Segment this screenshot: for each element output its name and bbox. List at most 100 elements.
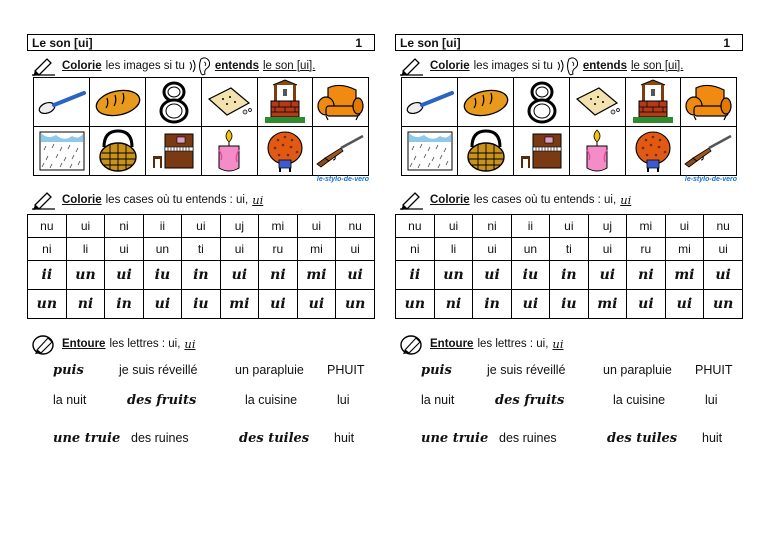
picture-cell[interactable] [200,77,258,127]
syllable-cell[interactable]: mi [626,214,666,238]
syllable-cell[interactable]: ui [181,214,221,238]
picture-cell[interactable] [89,126,147,176]
syllable-cell[interactable]: in [549,260,589,290]
picture-cell[interactable] [400,77,459,127]
picture-cell[interactable] [400,126,459,176]
picture-cell[interactable] [568,77,626,127]
syllable-cell[interactable]: in [181,260,221,290]
syllable-cell[interactable]: iu [142,260,183,290]
syllable-cell[interactable]: in [104,289,144,319]
syllable-cell[interactable]: ui [587,260,628,290]
picture-cell[interactable] [89,77,147,127]
word-item[interactable]: des tuiles [239,431,310,446]
word-item[interactable]: un parapluie [235,363,304,377]
syllable-cell[interactable]: un [142,237,183,261]
syllable-cell[interactable]: ru [626,237,666,261]
syllable-cell[interactable]: ui [433,214,474,238]
syllable-cell[interactable]: li [65,237,106,261]
picture-cell[interactable] [200,126,258,176]
syllable-cell[interactable]: ui [587,237,628,261]
word-item[interactable]: la cuisine [613,393,666,407]
word-item[interactable]: des fruits [495,393,565,408]
syllable-cell[interactable]: ui [703,237,743,261]
picture-cell[interactable] [624,77,681,127]
syllable-cell[interactable]: uj [219,214,260,238]
picture-cell[interactable] [145,126,202,176]
syllable-cell[interactable]: ui [664,289,705,319]
word-item[interactable]: huit [334,431,355,445]
syllable-cell[interactable]: ui [219,260,260,290]
syllable-cell[interactable]: un [65,260,106,290]
syllable-cell[interactable]: nu [395,214,435,238]
syllable-cell[interactable]: mi [219,289,260,319]
syllable-cell[interactable]: ni [433,289,474,319]
word-item[interactable]: je suis réveillé [487,363,566,377]
syllable-cell[interactable]: ui [510,289,551,319]
picture-cell[interactable] [679,126,738,176]
picture-cell[interactable] [32,126,91,176]
syllable-cell[interactable]: ii [27,260,67,290]
word-item[interactable]: puis [421,363,452,378]
syllable-cell[interactable]: ui [65,214,106,238]
word-item[interactable]: la nuit [421,393,455,407]
syllable-cell[interactable]: li [433,237,474,261]
word-item[interactable]: des ruines [499,431,557,445]
syllable-cell[interactable]: mi [664,260,705,290]
syllable-cell[interactable]: ni [65,289,106,319]
word-item[interactable]: des fruits [127,393,197,408]
syllable-cell[interactable]: ui [703,260,743,290]
syllable-cell[interactable]: ni [104,214,144,238]
syllable-cell[interactable]: ti [549,237,589,261]
word-item[interactable]: puis [53,363,84,378]
picture-cell[interactable] [624,126,681,176]
syllable-cell[interactable]: un [395,289,435,319]
syllable-cell[interactable]: ui [296,289,337,319]
syllable-cell[interactable]: ni [258,260,298,290]
picture-cell[interactable] [256,126,313,176]
syllable-cell[interactable]: iu [549,289,589,319]
word-item[interactable]: des ruines [131,431,189,445]
word-item[interactable]: une truie [421,431,489,446]
syllable-cell[interactable]: iu [510,260,551,290]
syllable-cell[interactable]: un [433,260,474,290]
syllable-cell[interactable]: ui [335,237,375,261]
syllable-cell[interactable]: nu [703,214,743,238]
syllable-cell[interactable]: mi [587,289,628,319]
word-item[interactable]: je suis réveillé [119,363,198,377]
syllable-cell[interactable]: ui [104,237,144,261]
word-item[interactable]: la nuit [53,393,87,407]
word-item[interactable]: PHUIT [327,363,365,377]
syllable-cell[interactable]: ti [181,237,221,261]
syllable-cell[interactable]: ni [27,237,67,261]
picture-cell[interactable] [568,126,626,176]
picture-cell[interactable] [457,77,515,127]
syllable-cell[interactable]: ii [510,214,551,238]
syllable-cell[interactable]: ui [142,289,183,319]
word-item[interactable]: la cuisine [245,393,298,407]
syllable-cell[interactable]: ui [335,260,375,290]
syllable-cell[interactable]: ui [104,260,144,290]
syllable-cell[interactable]: mi [296,260,337,290]
syllable-cell[interactable]: un [27,289,67,319]
syllable-cell[interactable]: un [335,289,375,319]
syllable-cell[interactable]: mi [258,214,298,238]
syllable-cell[interactable]: nu [335,214,375,238]
syllable-cell[interactable]: ni [395,237,435,261]
word-item[interactable]: PHUIT [695,363,733,377]
syllable-cell[interactable]: ni [472,214,512,238]
syllable-cell[interactable]: ui [472,260,512,290]
picture-cell[interactable] [311,126,370,176]
syllable-cell[interactable]: ru [258,237,298,261]
syllable-cell[interactable]: ui [626,289,666,319]
picture-cell[interactable] [145,77,202,127]
syllable-cell[interactable]: ui [664,214,705,238]
syllable-cell[interactable]: ii [395,260,435,290]
word-item[interactable]: des tuiles [607,431,678,446]
word-item[interactable]: une truie [53,431,121,446]
syllable-cell[interactable]: un [703,289,743,319]
syllable-cell[interactable]: mi [664,237,705,261]
syllable-cell[interactable]: ii [142,214,183,238]
picture-cell[interactable] [513,126,570,176]
syllable-cell[interactable]: ui [296,214,337,238]
syllable-cell[interactable]: ui [549,214,589,238]
